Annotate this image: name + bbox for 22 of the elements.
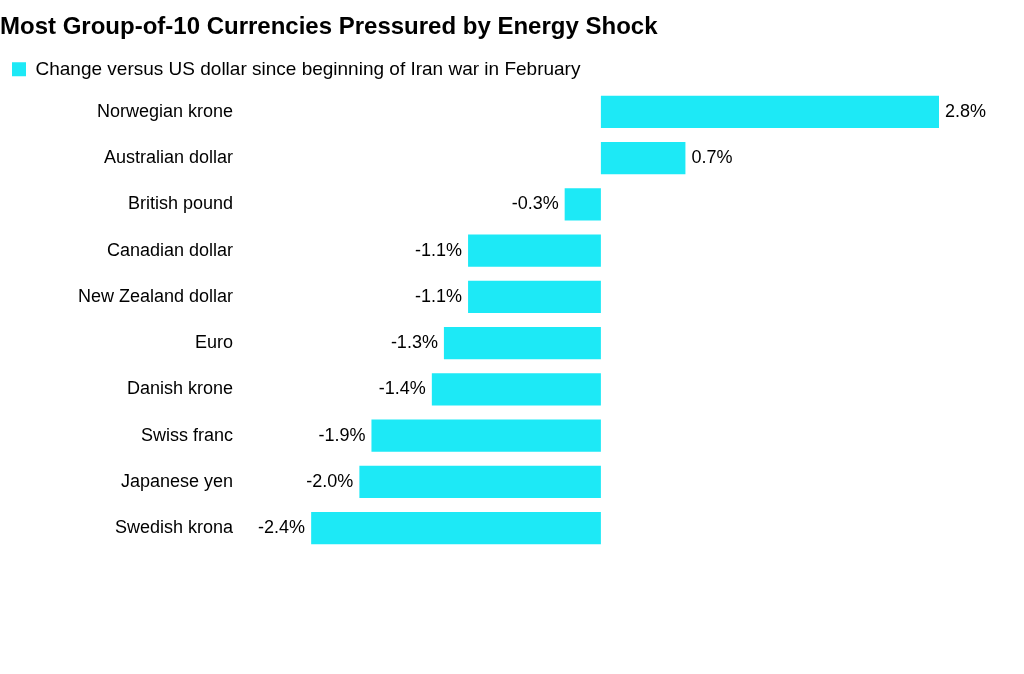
y-tick-label: Euro bbox=[195, 332, 234, 353]
data-label: -1.1% bbox=[415, 285, 463, 306]
data-label: -1.1% bbox=[415, 239, 463, 260]
y-tick-label: Danish krone bbox=[127, 378, 234, 399]
data-label: -2.0% bbox=[306, 470, 354, 491]
y-tick-label: Norwegian krone bbox=[97, 100, 234, 121]
legend-label: Change versus US dollar since beginning of Iran war in February bbox=[35, 57, 581, 79]
y-tick-label: Australian dollar bbox=[104, 147, 234, 168]
data-label: -0.3% bbox=[511, 193, 559, 214]
y-tick-label: British pound bbox=[128, 193, 234, 214]
data-label: -1.3% bbox=[390, 332, 438, 353]
chart-title: Most Group-of-10 Currencies Pressured by Energy Shock bbox=[0, 12, 659, 40]
data-label: -1.4% bbox=[378, 378, 426, 399]
y-tick-label: Swedish krona bbox=[115, 517, 235, 538]
y-tick-label: New Zealand dollar bbox=[77, 285, 234, 306]
data-label: -2.4% bbox=[258, 517, 306, 538]
data-label: 0.7% bbox=[691, 147, 733, 168]
y-tick-label: Japanese yen bbox=[120, 470, 234, 491]
data-label: 2.8% bbox=[945, 100, 987, 121]
data-label: -1.9% bbox=[318, 424, 366, 445]
y-tick-label: Canadian dollar bbox=[106, 239, 234, 260]
y-tick-label: Swiss franc bbox=[141, 424, 234, 445]
